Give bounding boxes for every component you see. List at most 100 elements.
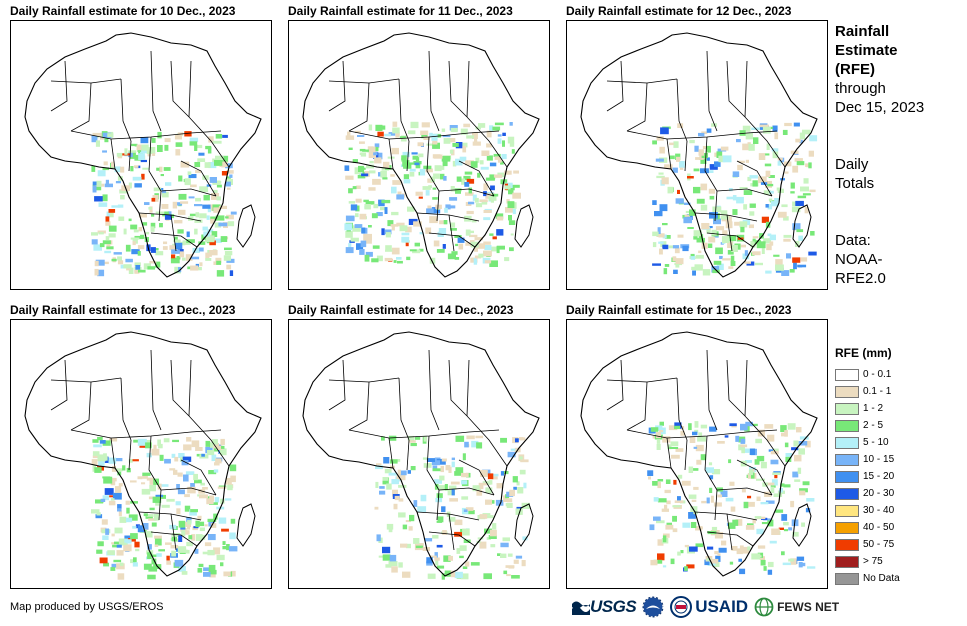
rainfall-cell [465, 242, 471, 246]
rainfall-cell [689, 139, 695, 144]
rainfall-cell [657, 479, 664, 482]
rainfall-cell [750, 423, 758, 427]
rainfall-cell [481, 150, 490, 156]
country-border [150, 50, 162, 132]
rainfall-cell [493, 174, 503, 178]
rainfall-cell [116, 550, 124, 556]
rainfall-cell [425, 227, 432, 234]
rainfall-cell [208, 136, 214, 143]
rainfall-cell [182, 456, 192, 462]
country-border [438, 188, 495, 197]
rainfall-cell [170, 257, 180, 264]
rainfall-cell [144, 202, 150, 205]
rainfall-cell [91, 232, 98, 236]
rainfall-cell [229, 270, 234, 276]
rainfall-cell [133, 229, 139, 233]
rainfall-cell [173, 469, 178, 475]
country-border [158, 489, 162, 521]
country-border [448, 214, 455, 252]
rainfall-cell [398, 562, 403, 568]
rainfall-cell [744, 261, 751, 264]
country-border [328, 359, 346, 411]
rainfall-cell [180, 528, 187, 532]
rainfall-cell [359, 141, 365, 144]
rainfall-cell [745, 159, 749, 163]
rainfall-cell [91, 239, 98, 245]
rainfall-cell [195, 170, 202, 174]
rainfall-cell [208, 470, 217, 475]
rainfall-cell [695, 444, 704, 452]
rainfall-cell [119, 516, 127, 523]
rainfall-cell [782, 129, 788, 135]
rainfall-cell [137, 251, 141, 256]
rainfall-cell [496, 216, 504, 221]
legend-item: 20 - 30 [835, 485, 965, 502]
rainfall-cell [213, 513, 218, 520]
legend-label: > 75 [863, 556, 883, 567]
rainfall-cell [157, 145, 163, 152]
rainfall-cell [664, 489, 671, 494]
rainfall-cell [375, 152, 383, 160]
rainfall-cell [356, 185, 361, 189]
rainfall-cell [448, 555, 453, 561]
rainfall-cell [105, 236, 110, 241]
rainfall-cell [108, 457, 117, 464]
rainfall-cell [366, 164, 375, 169]
africa-coastline [24, 331, 262, 577]
legend-swatch [835, 436, 859, 449]
rainfall-cell [107, 550, 115, 555]
rainfall-cell [431, 207, 441, 214]
rainfall-cell [368, 225, 372, 228]
rainfall-cell [759, 233, 764, 239]
rainfall-cell [92, 132, 102, 136]
rainfall-cell [410, 466, 416, 471]
rainfall-cell [767, 569, 773, 575]
rainfall-cell [788, 558, 794, 562]
rainfall-cell [194, 204, 203, 207]
rainfall-cell [230, 211, 237, 215]
rainfall-cell [142, 167, 150, 170]
rainfall-cell [754, 459, 760, 465]
rainfall-cell [465, 507, 474, 511]
rainfall-cell [403, 179, 411, 184]
rainfall-cell [714, 551, 719, 555]
rainfall-cell [161, 204, 169, 209]
rainfall-cell [711, 526, 718, 531]
rainfall-cell [747, 501, 755, 507]
rainfall-cell [347, 131, 351, 138]
rainfall-cell [738, 160, 745, 163]
rainfall-cell [468, 201, 475, 205]
rainfall-cell [701, 153, 708, 158]
rainfall-cell [128, 267, 134, 274]
rainfall-cell [680, 550, 684, 554]
country-border [50, 377, 122, 383]
rainfall-cell [448, 466, 452, 473]
rainfall-cell [684, 544, 689, 548]
rainfall-cell [383, 161, 390, 168]
legend-item: 0 - 0.1 [835, 366, 965, 383]
rainfall-cell [406, 256, 411, 261]
rainfall-cell [230, 518, 236, 524]
rainfall-cell [109, 211, 114, 218]
rainfall-cell [694, 264, 703, 271]
rainfall-cell [417, 142, 424, 147]
rainfall-cell [800, 186, 809, 192]
rainfall-cell [364, 254, 370, 262]
rainfall-cell [510, 448, 516, 451]
rainfall-cell [700, 424, 708, 429]
rainfall-cell [159, 454, 164, 461]
rainfall-cell [145, 531, 153, 538]
rainfall-cell [163, 438, 170, 443]
rainfall-cell [97, 230, 106, 234]
rainfall-cell [744, 250, 748, 256]
rainfall-cell [382, 554, 391, 561]
rainfall-cell [189, 137, 199, 143]
rainfall-cell [147, 552, 152, 559]
rainfall-cell [375, 124, 383, 131]
rainfall-cell [466, 435, 475, 440]
rainfall-cell [477, 537, 484, 540]
rainfall-cell [222, 541, 226, 545]
country-border [128, 140, 132, 172]
rainfall-cell [214, 160, 223, 166]
rainfall-cell [384, 229, 392, 235]
